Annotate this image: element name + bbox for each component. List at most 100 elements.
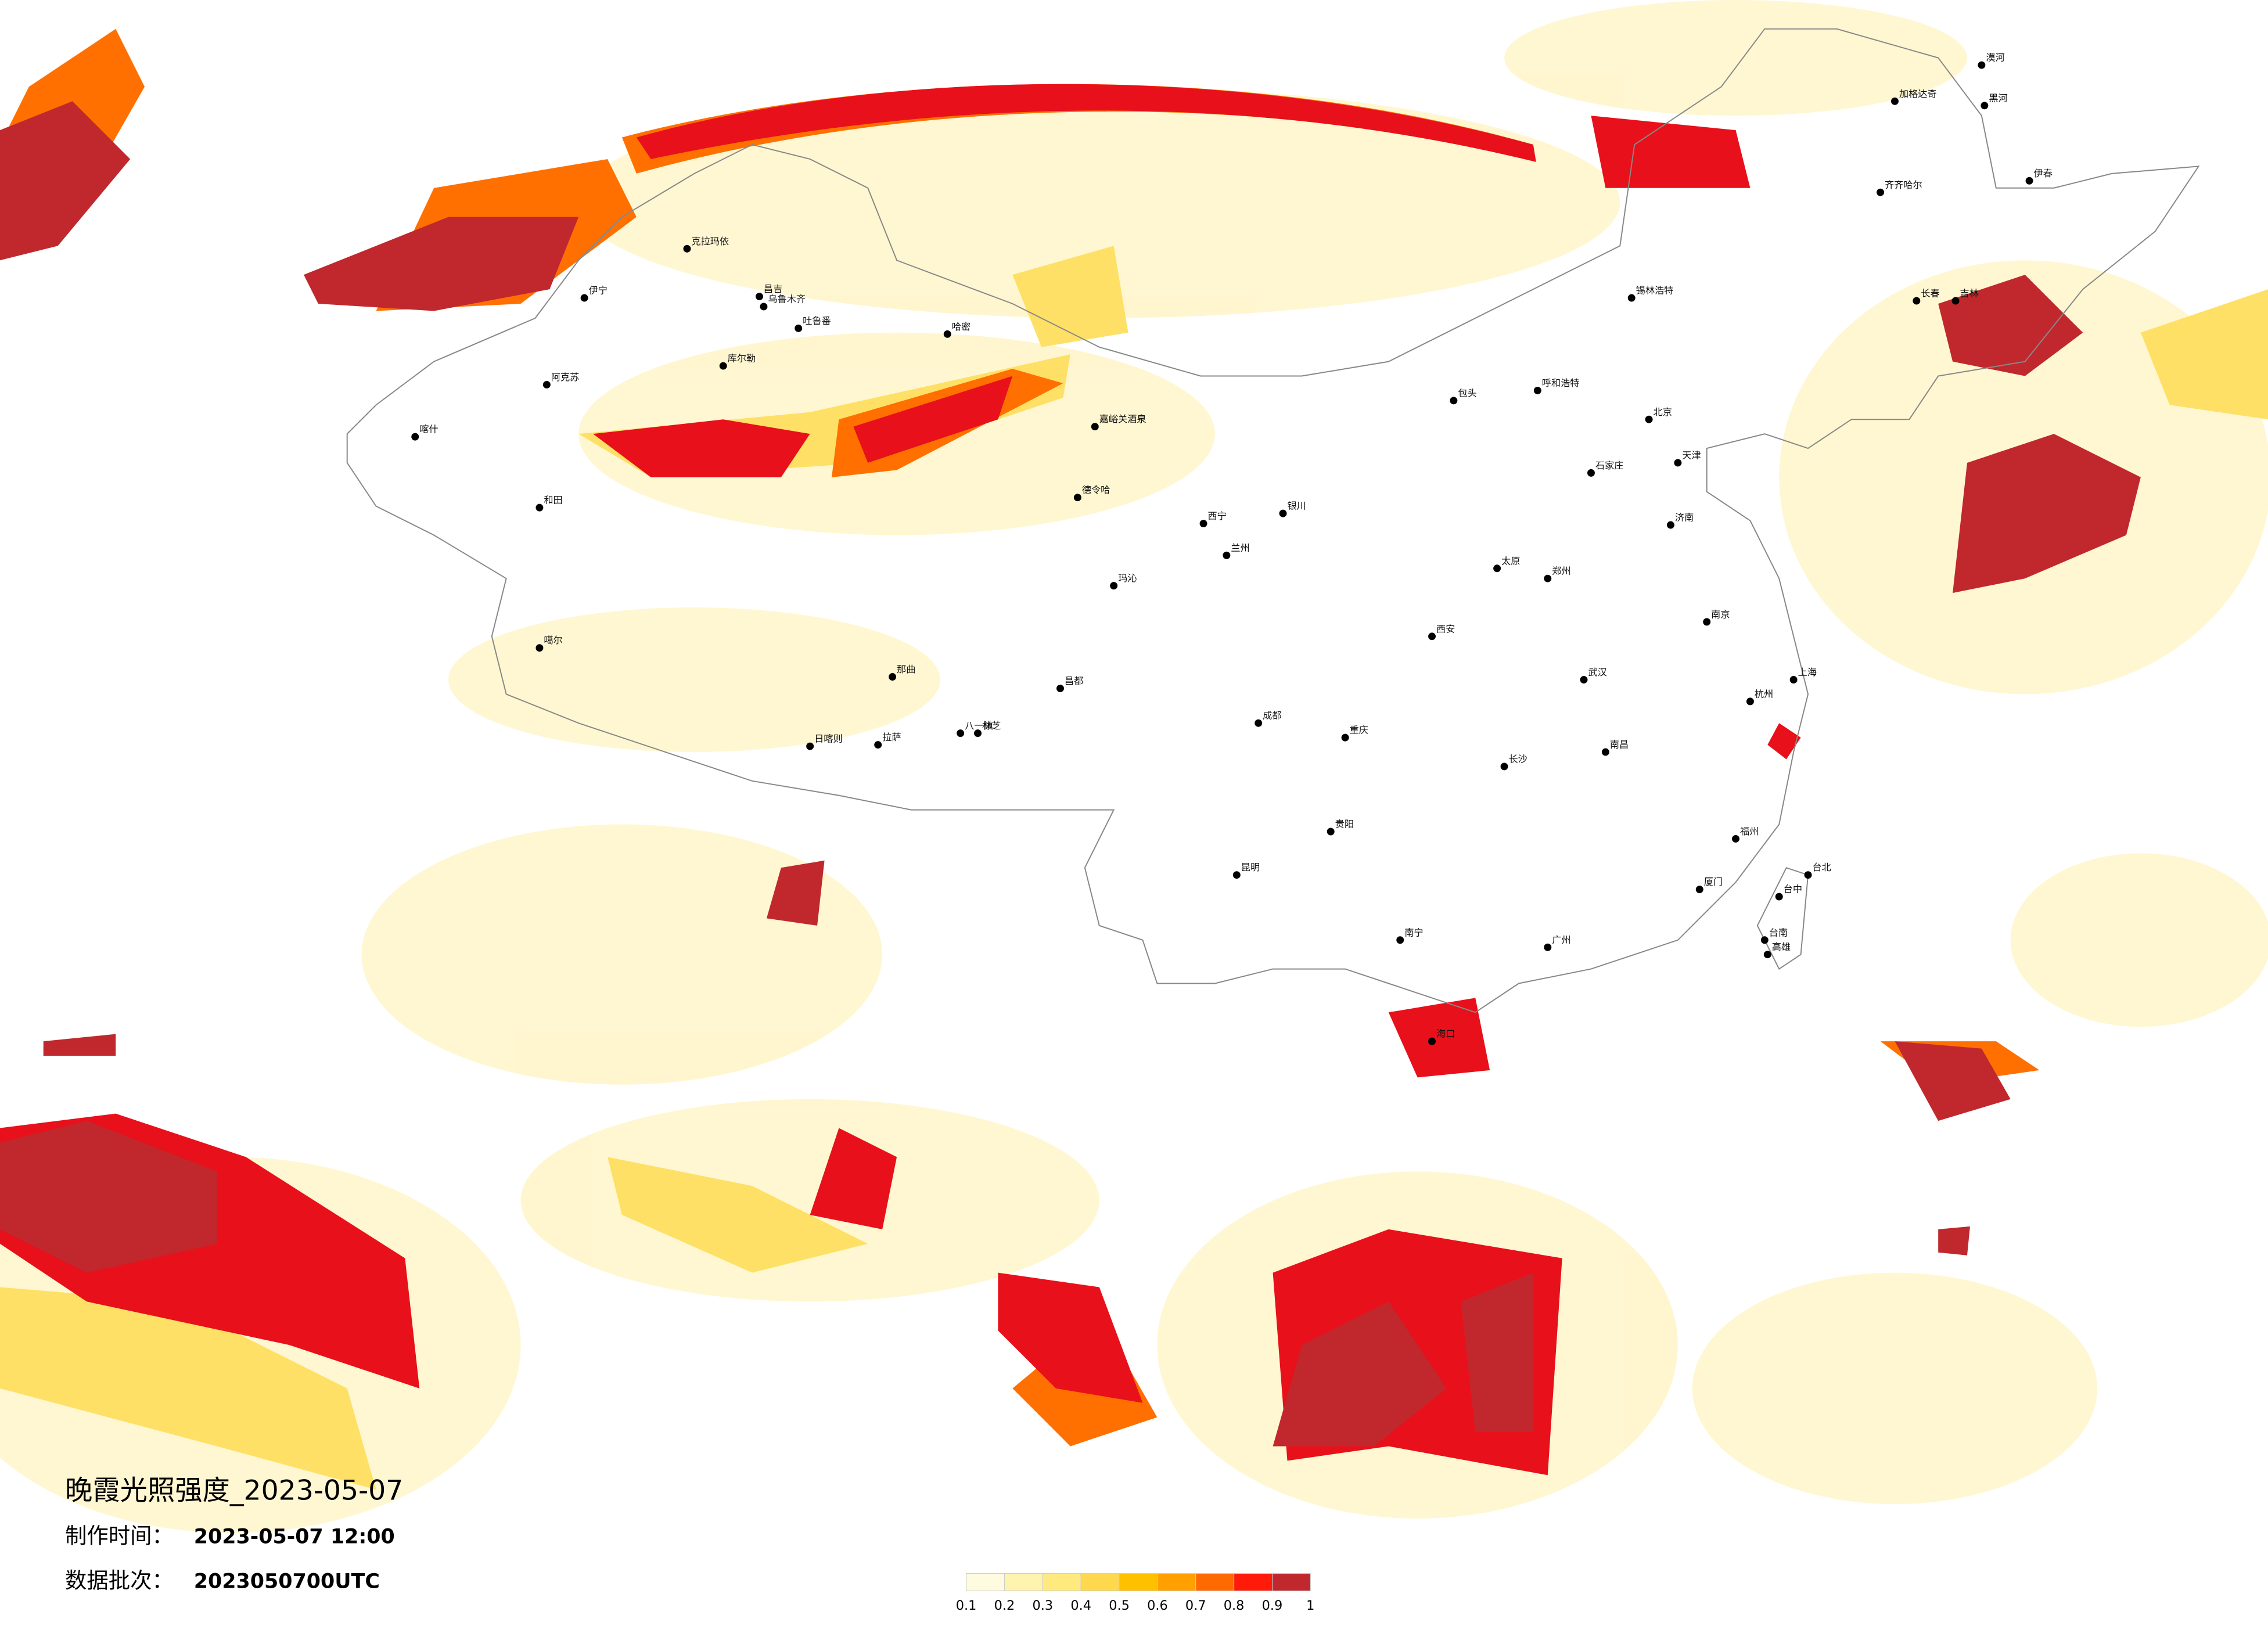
- city-dot: [1981, 102, 1989, 110]
- country-outline: [346, 28, 2200, 1013]
- legend-swatch: [1080, 1573, 1120, 1591]
- city-dot: [580, 294, 588, 302]
- city-label: 拉萨: [882, 732, 901, 743]
- city-label: 天津: [1682, 449, 1701, 461]
- city-dot: [719, 362, 727, 370]
- city-label: 和田: [544, 495, 562, 506]
- city-dot: [1341, 733, 1349, 742]
- city-label: 昌吉: [764, 283, 782, 294]
- made-label: 制作时间：: [65, 1523, 174, 1548]
- city-dot: [2025, 177, 2033, 185]
- city-dot: [683, 244, 691, 253]
- city-label: 贵阳: [1335, 819, 1354, 830]
- city-label: 武汉: [1588, 667, 1606, 678]
- legend-tick-label: 0.4: [1070, 1598, 1091, 1613]
- city-dot: [1428, 632, 1436, 641]
- city-label: 石家庄: [1595, 460, 1624, 471]
- city-dot: [874, 741, 882, 749]
- city-dot: [1645, 415, 1653, 423]
- city-label: 那曲: [897, 664, 915, 675]
- city-dot: [1450, 397, 1458, 405]
- made-value: 2023-05-07 12:00: [194, 1525, 395, 1548]
- legend-swatch: [966, 1573, 1005, 1591]
- legend-swatch: [1004, 1573, 1043, 1591]
- city-dot: [1674, 459, 1682, 467]
- batch-label: 数据批次：: [65, 1568, 174, 1593]
- city-dot: [974, 729, 982, 738]
- city-dot: [1760, 936, 1769, 944]
- legend-tick-label: 0.7: [1185, 1598, 1206, 1613]
- legend-tick-label: 1: [1306, 1598, 1314, 1613]
- city-dot: [1533, 386, 1541, 394]
- city-dot: [1763, 951, 1771, 959]
- city-label: 玛沁: [1118, 573, 1137, 584]
- city-dot: [806, 742, 814, 750]
- city-label: 昌都: [1065, 675, 1083, 686]
- city-label: 南昌: [1610, 739, 1629, 750]
- city-dot: [1428, 1037, 1436, 1045]
- city-label: 太原: [1501, 555, 1520, 566]
- city-label: 哈密: [952, 321, 971, 332]
- legend-tick-label: 0.3: [1033, 1598, 1054, 1613]
- city-label: 高雄: [1772, 941, 1791, 952]
- city-dot: [1396, 936, 1404, 944]
- city-label: 昆明: [1241, 862, 1260, 873]
- city-label: 南京: [1711, 609, 1730, 620]
- city-label: 加格达奇: [1899, 88, 1937, 99]
- city-label: 八一镇: [965, 720, 993, 731]
- legend-swatch: [1042, 1573, 1081, 1591]
- city-label: 阿克苏: [551, 372, 580, 383]
- city-dot: [542, 380, 551, 388]
- city-dot: [1746, 697, 1754, 706]
- city-label: 吐鲁番: [803, 315, 831, 326]
- city-label: 乌鲁木齐: [768, 294, 806, 305]
- city-label: 林芝: [982, 720, 1001, 731]
- city-label: 齐齐哈尔: [1885, 179, 1922, 190]
- city-label: 广州: [1552, 934, 1570, 945]
- city-label: 北京: [1654, 406, 1672, 418]
- city-dot: [1056, 684, 1064, 692]
- city-dot: [1804, 871, 1812, 879]
- city-dot: [535, 644, 544, 652]
- city-label: 上海: [1798, 667, 1817, 678]
- city-dot: [889, 673, 897, 681]
- legend-tick-label: 0.6: [1147, 1598, 1168, 1613]
- city-dot: [1255, 719, 1263, 727]
- legend-tick-label: 0.1: [956, 1598, 977, 1613]
- city-label: 台北: [1813, 862, 1831, 873]
- city-dot: [1232, 871, 1241, 879]
- legend-swatch: [1195, 1573, 1235, 1591]
- city-dot: [1703, 618, 1711, 626]
- city-label: 台中: [1784, 884, 1802, 895]
- legend-tick-label: 0.5: [1109, 1598, 1130, 1613]
- city-dot: [1073, 494, 1081, 502]
- legend-swatch: [1119, 1573, 1158, 1591]
- city-label: 锡林浩特: [1636, 285, 1674, 296]
- city-dot: [1890, 97, 1899, 105]
- city-dot: [1951, 297, 1960, 305]
- city-label: 克拉玛依: [691, 236, 729, 247]
- city-dot: [535, 503, 544, 512]
- city-label: 厦门: [1704, 876, 1723, 887]
- city-dot: [1327, 828, 1335, 836]
- city-dot: [1877, 188, 1885, 196]
- city-label: 银川: [1287, 501, 1306, 512]
- legend-swatch: [1234, 1573, 1273, 1591]
- city-label: 长春: [1921, 288, 1939, 299]
- city-label: 海口: [1436, 1028, 1455, 1039]
- city-dot: [1978, 61, 1986, 69]
- city-dot: [1279, 509, 1287, 517]
- city-dot: [1544, 943, 1552, 951]
- city-dot: [760, 303, 768, 311]
- city-dot: [1775, 893, 1783, 901]
- city-dot: [1544, 574, 1552, 582]
- city-label: 伊宁: [589, 285, 608, 296]
- city-dot: [1500, 762, 1508, 771]
- batch-value: 2023050700UTC: [194, 1570, 380, 1593]
- city-label: 杭州: [1755, 688, 1773, 699]
- city-label: 库尔勒: [728, 353, 756, 364]
- city-label: 包头: [1458, 387, 1476, 398]
